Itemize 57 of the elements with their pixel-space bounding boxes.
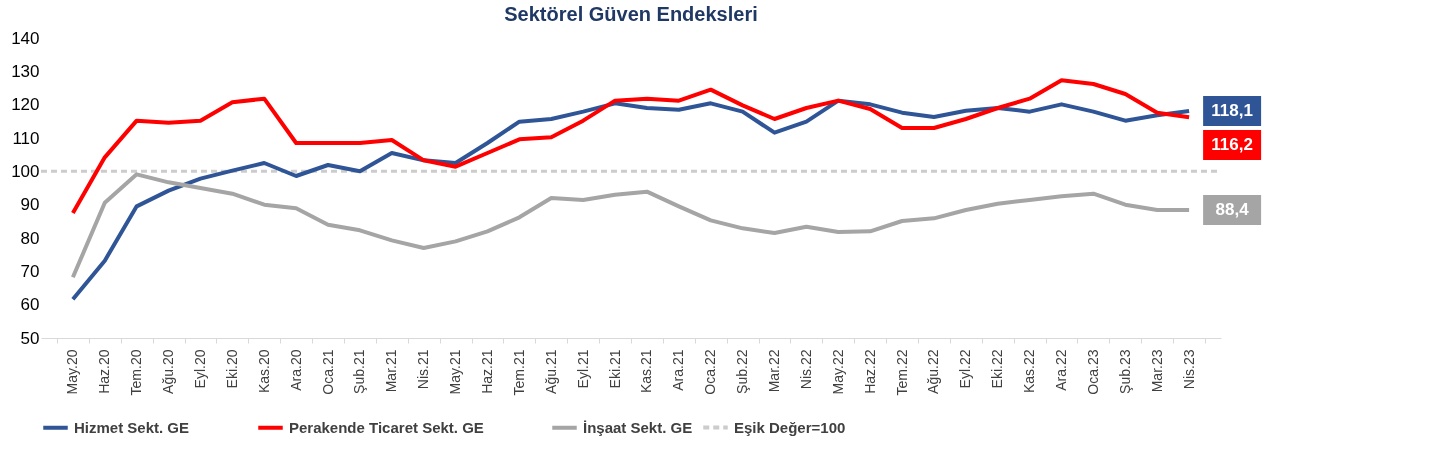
x-tick-label: Ağu.22: [925, 349, 942, 394]
y-tick-label: 80: [20, 228, 40, 248]
chart-title: Sektörel Güven Endeksleri: [504, 3, 758, 25]
x-tick-label: Şub.23: [1116, 349, 1133, 394]
x-tick-label: Nis.22: [797, 349, 814, 390]
data-label: 116,2: [1211, 135, 1253, 154]
x-tick-label: Haz.20: [96, 349, 113, 394]
x-tick-label: Kas.20: [255, 349, 272, 394]
x-tick-label: Eyl.20: [191, 349, 208, 389]
x-tick-label: Mar.22: [766, 349, 783, 393]
x-tick-label: Şub.21: [351, 349, 368, 394]
x-tick-label: Nis.23: [1180, 349, 1197, 390]
x-tick-label: Nis.21: [415, 349, 432, 390]
x-tick-label: Mar.23: [1148, 349, 1165, 393]
y-tick-label: 120: [11, 95, 40, 115]
x-tick-label: Tem.21: [510, 349, 527, 396]
x-tick-label: Kas.22: [1021, 349, 1038, 394]
x-tick-label: Ara.20: [287, 349, 304, 391]
y-tick-label: 110: [12, 128, 40, 148]
x-tick-label: Ara.22: [1053, 349, 1070, 391]
legend-label: Eşik Değer=100: [734, 418, 846, 436]
x-tick-label: May.20: [64, 349, 81, 395]
y-tick-label: 130: [11, 61, 40, 81]
x-tick-label: May.21: [447, 349, 464, 395]
x-tick-label: Ara.21: [670, 349, 687, 391]
legend-label: Perakende Ticaret Sekt. GE: [289, 418, 484, 436]
x-tick-label: Oca.23: [1084, 349, 1101, 395]
x-tick-label: Tem.22: [893, 349, 910, 396]
y-tick-label: 100: [11, 161, 40, 181]
x-tick-label: Eki.20: [223, 349, 240, 389]
x-tick-label: Mar.21: [383, 349, 400, 393]
x-tick-label: May.22: [829, 349, 846, 395]
y-tick-label: 140: [11, 28, 40, 48]
x-tick-label: Oca.22: [702, 349, 719, 395]
x-tick-label: Eki.21: [606, 349, 623, 389]
line-series: [70, 98, 1192, 302]
y-tick-label: 60: [20, 295, 40, 315]
x-tick-label: Oca.21: [319, 349, 336, 395]
line-series: [70, 172, 1192, 280]
legend-label: İnşaat Sekt. GE: [583, 418, 693, 436]
x-tick-label: Şub.22: [734, 349, 751, 394]
x-tick-label: Kas.21: [638, 349, 655, 394]
x-tick-label: Ağu.21: [542, 349, 559, 394]
x-tick-label: Haz.21: [478, 349, 495, 394]
x-tick-label: Tem.20: [128, 349, 145, 396]
line-series: [70, 78, 1192, 215]
y-tick-label: 50: [20, 328, 40, 348]
data-label: 118,1: [1211, 101, 1253, 120]
x-tick-label: Haz.22: [861, 349, 878, 394]
x-tick-label: Eyl.21: [574, 349, 591, 389]
x-tick-label: Eki.22: [989, 349, 1006, 389]
y-tick-label: 90: [20, 195, 40, 215]
legend-label: Hizmet Sekt. GE: [74, 418, 190, 436]
x-tick-label: Ağu.20: [160, 349, 177, 394]
data-label: 88,4: [1215, 200, 1250, 219]
y-tick-label: 70: [20, 261, 40, 281]
x-tick-label: Eyl.22: [957, 349, 974, 389]
